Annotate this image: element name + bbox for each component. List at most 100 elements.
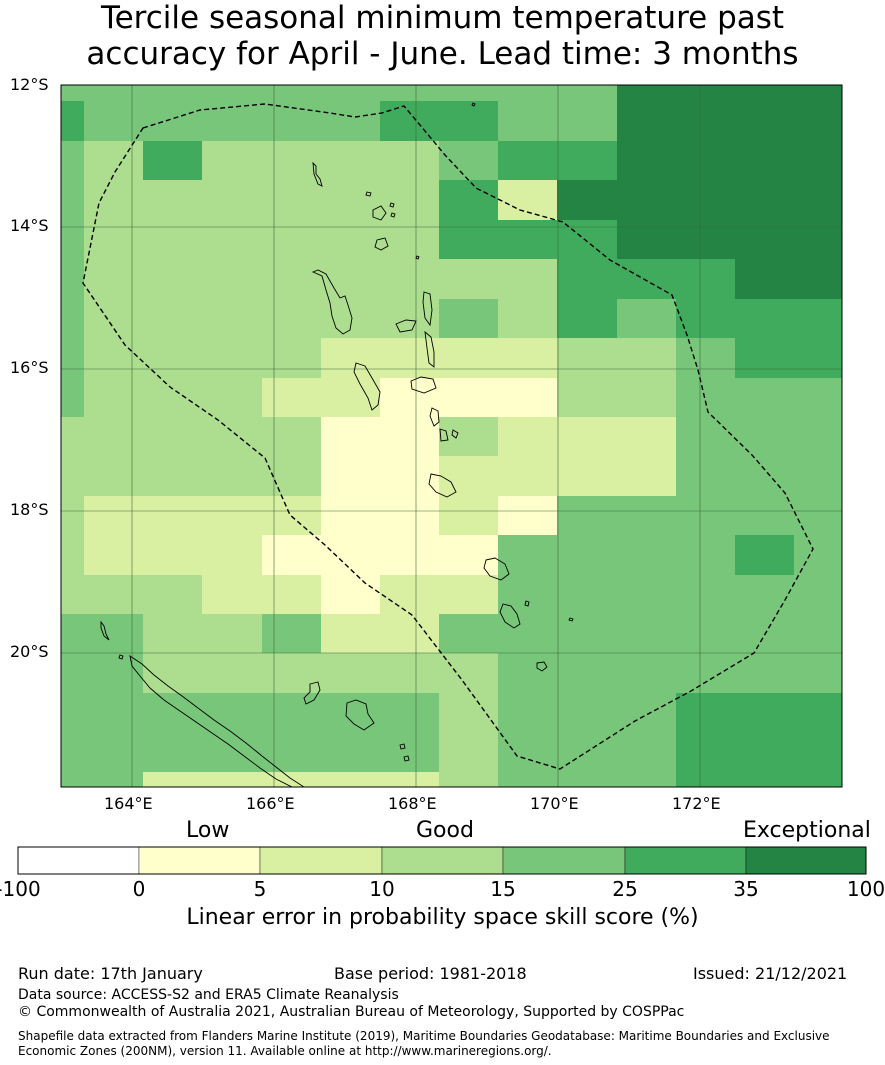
island-shepherds: [439, 428, 449, 442]
island-ouvea: [303, 681, 321, 705]
skill-cell: [439, 653, 499, 694]
island-lifou: [345, 699, 375, 731]
skill-cell: [676, 259, 736, 300]
skill-cell: [676, 614, 736, 654]
skill-cell: [794, 259, 843, 300]
skill-cell: [676, 575, 736, 615]
skill-cell: [617, 693, 677, 733]
skill-cell: [439, 378, 499, 418]
skill-cell: [202, 101, 263, 142]
skill-cell: [321, 614, 381, 654]
island-mare: [118, 654, 410, 762]
skill-cell: [84, 220, 144, 260]
skill-cell: [557, 772, 618, 788]
skill-cell: [380, 693, 440, 733]
skill-cell: [617, 141, 677, 181]
skill-cell: [439, 180, 499, 221]
skill-cell: [143, 653, 203, 694]
skill-cell: [676, 220, 736, 260]
skill-cell: [498, 259, 558, 300]
skill-cell: [735, 180, 795, 221]
skill-cell: [557, 456, 618, 497]
skill-cell: [794, 772, 843, 788]
skill-cell: [84, 693, 144, 733]
skill-cell: [617, 496, 677, 536]
skill-cell: [617, 575, 677, 615]
skill-cell: [557, 220, 618, 260]
skill-cell: [794, 101, 843, 142]
skill-cell: [498, 575, 558, 615]
skill-cell: [202, 535, 263, 576]
skill-cell: [794, 220, 843, 260]
skill-cell: [321, 85, 381, 102]
skill-cell: [439, 575, 499, 615]
skill-cell: [676, 101, 736, 142]
skill-cell: [380, 535, 440, 576]
skill-cell: [735, 220, 795, 260]
skill-cell: [321, 496, 381, 536]
skill-cell: [617, 85, 677, 102]
skill-cell: [617, 299, 677, 339]
skill-cell: [202, 299, 263, 339]
skill-cell: [439, 338, 499, 379]
skill-cell: [617, 772, 677, 788]
skill-cell: [202, 85, 263, 102]
skill-cell: [794, 496, 843, 536]
skill-cell: [439, 732, 499, 773]
copyright: © Commonwealth of Australia 2021, Austra…: [18, 1004, 685, 1020]
lat-label-18s: 18°S: [10, 500, 49, 519]
skill-cell: [321, 180, 381, 221]
skill-cell: [380, 614, 440, 654]
skill-cell: [321, 299, 381, 339]
skill-cell: [202, 772, 263, 788]
skill-cell: [380, 141, 440, 181]
island-aneityum: [536, 661, 548, 672]
colorbar-swatch: [624, 846, 747, 875]
skill-cell: [202, 141, 263, 181]
skill-cell: [617, 535, 677, 576]
skill-cell: [735, 338, 795, 379]
skill-cell: [498, 496, 558, 536]
skill-cell: [439, 220, 499, 260]
lat-label-16s: 16°S: [10, 358, 49, 377]
shapefile-credit-line-2: Economic Zones (200NM), version 11. Avai…: [18, 1044, 552, 1058]
skill-cell: [202, 653, 263, 694]
skill-cell: [61, 535, 85, 576]
skill-cell: [61, 732, 85, 773]
skill-cell: [321, 259, 381, 300]
skill-cell: [61, 299, 85, 339]
skill-cell: [676, 180, 736, 221]
skill-cell: [84, 141, 144, 181]
skill-cell: [61, 456, 85, 497]
skill-cell: [143, 417, 203, 457]
skill-cell: [202, 180, 263, 221]
skill-cell: [557, 535, 618, 576]
skill-cell: [202, 338, 263, 379]
skill-cell: [498, 614, 558, 654]
skill-cell: [61, 614, 85, 654]
skill-cell: [262, 535, 322, 576]
colorbar-tick: 5: [253, 877, 267, 901]
skill-cell: [380, 653, 440, 694]
skill-cell: [617, 456, 677, 497]
skill-cell: [262, 85, 322, 102]
skill-cell: [498, 378, 558, 418]
skill-cell: [61, 338, 85, 379]
skill-cell: [321, 693, 381, 733]
skill-cell: [84, 180, 144, 221]
skill-cell: [735, 417, 795, 457]
skill-cell: [84, 101, 144, 142]
skill-cell: [202, 417, 263, 457]
skill-cell: [676, 378, 736, 418]
skill-cell: [321, 141, 381, 181]
island-epi: [429, 407, 440, 427]
skill-cell: [143, 575, 203, 615]
colorbar-frame: [17, 846, 867, 875]
skill-cell: [262, 772, 322, 788]
colorbar-category-good: Good: [416, 818, 474, 843]
skill-cell: [557, 101, 618, 142]
skill-cell: [262, 575, 322, 615]
skill-cell: [61, 85, 85, 102]
skill-cell: [61, 653, 85, 694]
skill-cell: [676, 732, 736, 773]
